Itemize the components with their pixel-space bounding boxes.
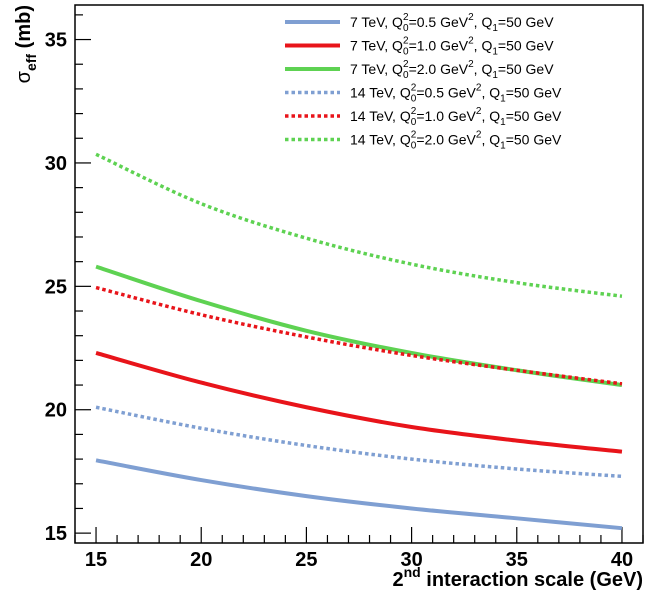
y-axis-title-sub: eff [23, 54, 39, 71]
legend-text-part: 14 TeV, Q [350, 85, 411, 101]
y-tick-label: 25 [45, 276, 67, 298]
legend-text-part: , Q [474, 14, 493, 30]
legend-text-part: 2 [468, 59, 474, 70]
legend-text-part: 0 [411, 141, 417, 152]
legend-text-part: =50 GeV [506, 108, 562, 124]
legend-text-part: =50 GeV [506, 85, 562, 101]
series-line-3 [95, 264, 623, 388]
x-tick-label: 15 [85, 549, 107, 571]
series-line-6 [95, 152, 623, 298]
legend-text-part: 7 TeV, Q [350, 61, 403, 77]
series-line-2 [95, 351, 623, 454]
legend-text-part: =0.5 GeV [416, 85, 476, 101]
legend-text-part: 1 [492, 23, 498, 34]
x-tick-label: 30 [400, 549, 422, 571]
legend-text-part: 0 [403, 23, 409, 34]
legend-text-part: =50 GeV [498, 14, 554, 30]
legend-text-part: =2.0 GeV [409, 61, 469, 77]
legend-text-part: 1 [492, 47, 498, 58]
legend-text-part: 0 [411, 117, 417, 128]
y-tick-label: 20 [45, 400, 67, 422]
legend-text-part: =50 GeV [498, 38, 554, 54]
legend-text-part: 2 [403, 12, 409, 23]
legend-text-part: 2 [476, 130, 482, 141]
legend-text-part: =50 GeV [498, 61, 554, 77]
y-tick-label: 30 [45, 153, 67, 175]
legend-text-part: 2 [403, 36, 409, 47]
legend-text-part: =1.0 GeV [416, 108, 476, 124]
legend-entry-5: 14 TeV, Q2 0=1.0 GeV2, Q1=50 GeV [350, 106, 562, 128]
series-line-1 [95, 458, 623, 531]
y-tick-label: 15 [45, 523, 67, 545]
legend-text-part: 2 [403, 59, 409, 70]
legend-text-part: 2 [411, 106, 417, 117]
x-axis-title: 2nd interaction scale (GeV) [392, 564, 643, 591]
legend-text-part: 1 [500, 94, 506, 105]
x-tick-label: 35 [506, 549, 528, 571]
y-tick-label: 35 [45, 30, 67, 52]
y-axis-title-rest: (mb) [13, 5, 35, 54]
legend-text-part: =50 GeV [506, 132, 562, 148]
plot-frame [74, 4, 644, 544]
legend-text-part: 2 [411, 83, 417, 94]
legend-text-part: 0 [403, 70, 409, 81]
legend-text-part: 2 [476, 106, 482, 117]
legend-text-part: 14 TeV, Q [350, 108, 411, 124]
legend-entry-4: 14 TeV, Q2 0=0.5 GeV2, Q1=50 GeV [350, 83, 562, 105]
legend-text-part: 1 [500, 141, 506, 152]
x-axis-title-sup: nd [404, 564, 421, 580]
legend-entry-3: 7 TeV, Q2 0=2.0 GeV2, Q1=50 GeV [350, 59, 554, 81]
legend-text-part: 7 TeV, Q [350, 38, 403, 54]
legend-entry-1: 7 TeV, Q2 0=0.5 GeV2, Q1=50 GeV [350, 12, 554, 34]
y-axis-title-main: σ [13, 70, 35, 83]
legend-text-part: 0 [403, 47, 409, 58]
x-tick-label: 20 [190, 549, 212, 571]
legend-text-part: =0.5 GeV [409, 14, 469, 30]
legend-text-part: 1 [500, 117, 506, 128]
x-axis-title-rest: interaction scale (GeV) [421, 569, 643, 591]
legend-text-part: 2 [468, 36, 474, 47]
series-line-4 [95, 405, 623, 479]
legend-text-part: , Q [474, 38, 493, 54]
series-line-5 [95, 285, 623, 386]
x-axis-title-main: 2 [392, 569, 403, 591]
legend-text-part: , Q [474, 61, 493, 77]
legend-entry-2: 7 TeV, Q2 0=1.0 GeV2, Q1=50 GeV [350, 36, 554, 58]
legend-text-part: , Q [481, 85, 500, 101]
y-axis-title: σeff (mb) [13, 5, 39, 83]
series-layer [95, 152, 623, 531]
legend-text-part: 0 [411, 94, 417, 105]
legend-text-part: 7 TeV, Q [350, 14, 403, 30]
legend-text-part: 14 TeV, Q [350, 132, 411, 148]
legend-entry-6: 14 TeV, Q2 0=2.0 GeV2, Q1=50 GeV [350, 130, 562, 152]
legend-text-part: =2.0 GeV [416, 132, 476, 148]
x-tick-label: 25 [295, 549, 317, 571]
legend-text-part: 1 [492, 70, 498, 81]
legend-text-part: , Q [481, 108, 500, 124]
legend-text-part: , Q [481, 132, 500, 148]
legend-text-part: 2 [468, 12, 474, 23]
x-tick-label: 40 [611, 549, 633, 571]
legend-text-part: =1.0 GeV [409, 38, 469, 54]
legend-text-part: 2 [476, 83, 482, 94]
legend-text-part: 2 [411, 130, 417, 141]
